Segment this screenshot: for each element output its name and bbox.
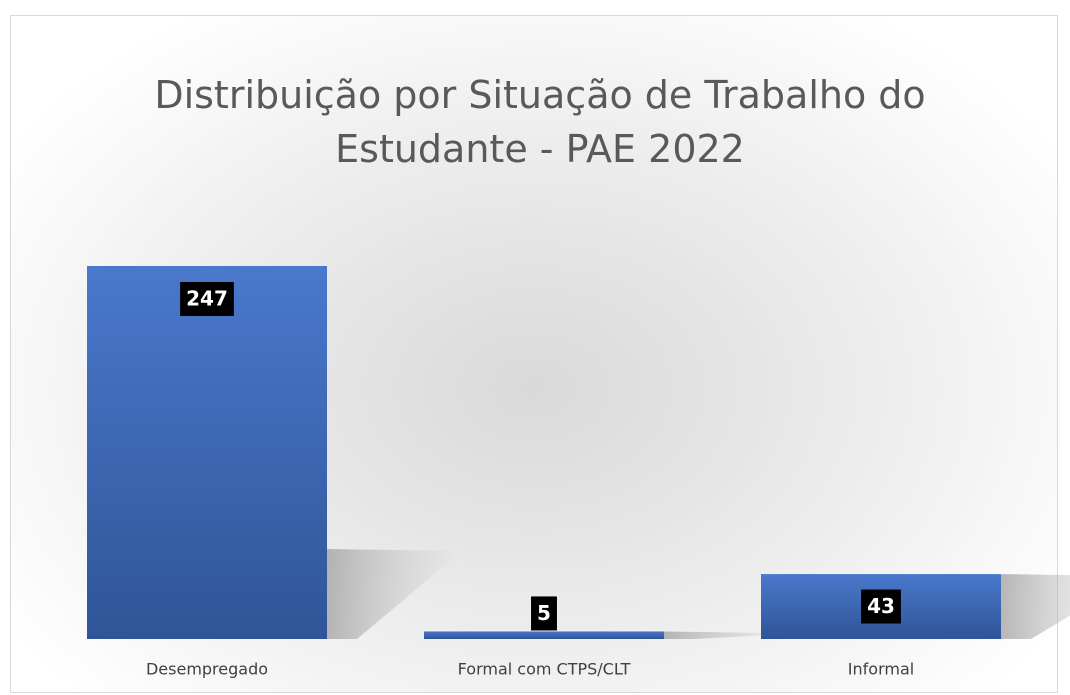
data-label: 43 bbox=[867, 594, 895, 618]
data-label-box bbox=[861, 589, 901, 624]
bar bbox=[424, 631, 664, 639]
data-label-box bbox=[531, 596, 557, 631]
x-tick-label: Desempregado bbox=[146, 660, 268, 679]
bar bbox=[87, 266, 327, 639]
bar-shadow bbox=[327, 549, 462, 639]
data-label-box bbox=[180, 282, 234, 316]
chart-title: Distribuição por Situação de Trabalho do… bbox=[154, 73, 926, 171]
data-label: 247 bbox=[186, 287, 228, 311]
data-label: 5 bbox=[537, 601, 551, 625]
bar-shadow bbox=[1001, 574, 1070, 639]
x-tick-label: Informal bbox=[848, 660, 914, 679]
x-tick-label: Formal com CTPS/CLT bbox=[458, 660, 631, 679]
